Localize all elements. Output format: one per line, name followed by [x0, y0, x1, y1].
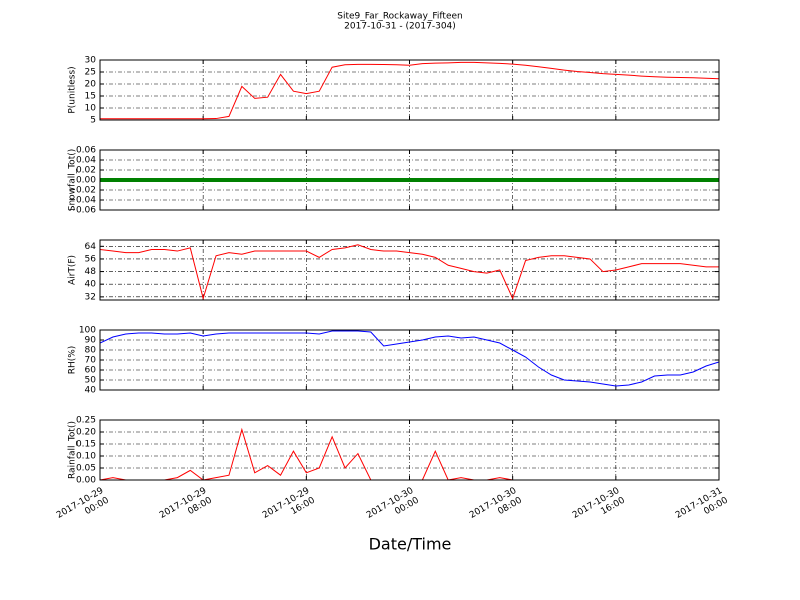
- y-tick-label: 0.25: [76, 416, 96, 426]
- chart-title: Site9_Far_Rockaway_Fifteen: [337, 12, 463, 22]
- y-axis-label: Rainfall_Tot(): [68, 421, 78, 479]
- y-tick-label: 10: [85, 104, 97, 114]
- y-tick-label: 100: [79, 326, 96, 336]
- y-tick-label: 0.00: [76, 476, 96, 486]
- y-axis-label: RH(%): [68, 346, 78, 375]
- axes-frame: [99, 149, 720, 211]
- series-line: [100, 330, 719, 387]
- y-tick-label: −0.06: [68, 206, 96, 216]
- y-tick-label: 5: [90, 116, 96, 126]
- series-line: [100, 427, 719, 480]
- y-tick-label: 70: [85, 356, 97, 366]
- y-tick-label: 40: [85, 386, 97, 396]
- y-tick-label: 15: [85, 92, 96, 102]
- y-tick-label: 60: [85, 366, 97, 376]
- series-line: [100, 61, 719, 120]
- y-tick-label: 0.06: [76, 146, 96, 156]
- x-axis-label: Date/Time: [369, 535, 452, 554]
- y-tick-label: 80: [85, 346, 97, 356]
- y-tick-label: 0.20: [76, 428, 96, 438]
- y-tick-label: 0.04: [76, 156, 96, 166]
- y-tick-label: −0.02: [68, 186, 96, 196]
- y-tick-label: 50: [85, 376, 97, 386]
- y-tick-label: 40: [85, 280, 97, 290]
- y-tick-label: 90: [85, 336, 97, 346]
- y-axis-label: AirT(F): [68, 255, 78, 285]
- y-tick-label: 32: [85, 292, 96, 302]
- y-tick-label: 48: [85, 267, 97, 277]
- y-tick-label: 0.15: [76, 440, 96, 450]
- axes-frame: [99, 419, 720, 481]
- y-tick-label: 30: [85, 56, 97, 66]
- axes-frame: [99, 239, 720, 301]
- chart-subtitle: 2017-10-31 - (2017-304): [344, 22, 456, 32]
- series-line: [100, 244, 719, 300]
- y-tick-label: 0.05: [76, 464, 96, 474]
- axes-frame: [99, 329, 720, 391]
- axes-frame: [99, 59, 720, 121]
- y-axis-label: Snowfall_Tot(): [68, 149, 78, 212]
- y-tick-label: 64: [85, 242, 97, 252]
- y-tick-label: 0.02: [76, 166, 96, 176]
- y-axis-label: P(unitless): [68, 66, 78, 113]
- y-tick-label: 56: [85, 254, 97, 264]
- y-tick-label: 25: [85, 68, 96, 78]
- y-tick-label: 20: [85, 80, 97, 90]
- y-tick-label: 0.00: [76, 176, 96, 186]
- y-tick-label: −0.04: [68, 196, 96, 206]
- y-tick-label: 0.10: [76, 452, 96, 462]
